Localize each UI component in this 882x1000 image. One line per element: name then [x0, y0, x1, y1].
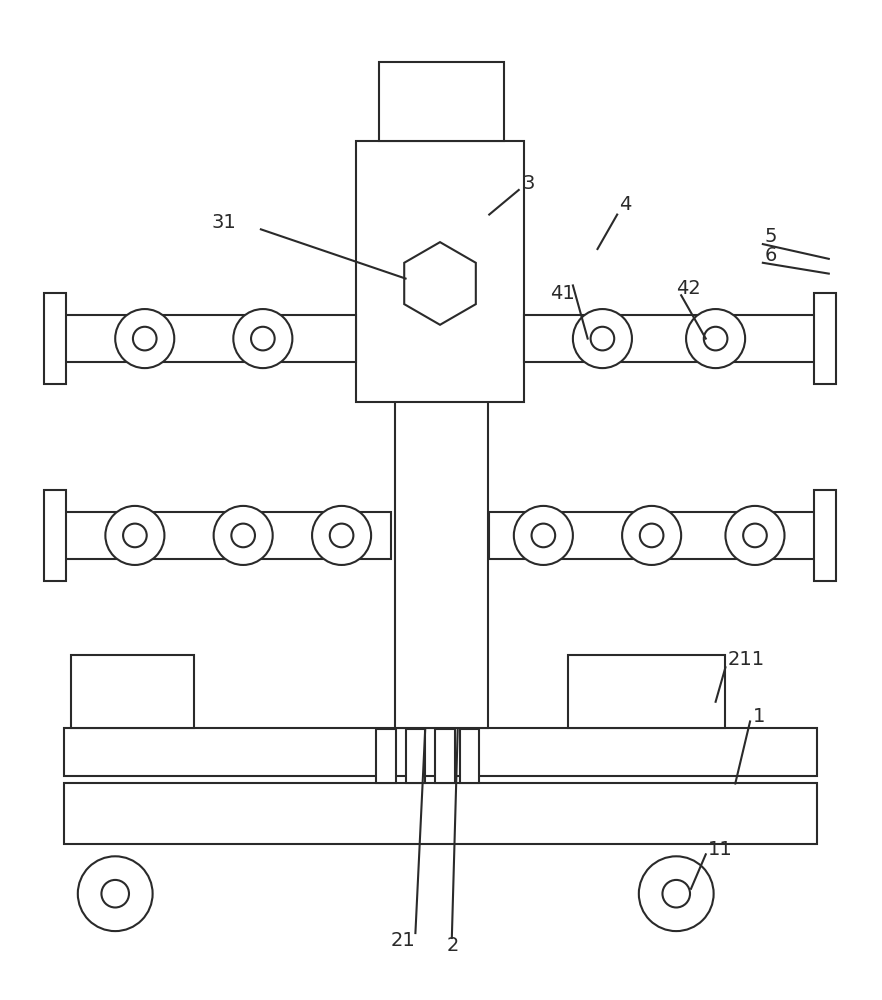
Circle shape [532, 524, 555, 547]
Bar [64, 728, 817, 776]
Bar [61, 512, 391, 559]
Circle shape [639, 524, 663, 547]
Bar [356, 141, 524, 402]
Circle shape [330, 524, 354, 547]
Text: 21: 21 [391, 931, 415, 950]
Bar [814, 490, 835, 581]
Circle shape [704, 327, 728, 350]
Circle shape [591, 327, 614, 350]
Circle shape [622, 506, 681, 565]
Text: 4: 4 [619, 195, 632, 214]
Bar [379, 62, 504, 141]
Bar [395, 315, 489, 728]
Circle shape [234, 309, 292, 368]
Bar [44, 490, 66, 581]
Text: 1: 1 [753, 707, 766, 726]
Circle shape [514, 506, 573, 565]
Circle shape [726, 506, 784, 565]
Text: 211: 211 [728, 650, 765, 669]
Bar [44, 293, 66, 384]
Circle shape [686, 309, 745, 368]
Circle shape [101, 880, 129, 907]
Bar [490, 512, 819, 559]
Circle shape [78, 856, 153, 931]
Bar [460, 729, 480, 783]
Text: 11: 11 [707, 840, 732, 859]
Bar [64, 783, 817, 844]
Circle shape [123, 524, 146, 547]
Circle shape [573, 309, 632, 368]
Text: 2: 2 [447, 936, 460, 955]
Circle shape [251, 327, 274, 350]
Text: 31: 31 [212, 213, 236, 232]
Text: 3: 3 [523, 174, 535, 193]
Circle shape [639, 856, 714, 931]
Polygon shape [404, 242, 475, 325]
Text: 41: 41 [550, 284, 575, 303]
Circle shape [213, 506, 273, 565]
Bar [435, 729, 455, 783]
Text: 5: 5 [765, 227, 777, 246]
Bar [814, 293, 835, 384]
Circle shape [105, 506, 164, 565]
Circle shape [744, 524, 766, 547]
Text: 42: 42 [676, 279, 701, 298]
Bar [406, 729, 425, 783]
Bar [61, 315, 356, 362]
Circle shape [133, 327, 156, 350]
Bar [71, 655, 194, 728]
Circle shape [231, 524, 255, 547]
Circle shape [116, 309, 175, 368]
Bar [568, 655, 726, 728]
Circle shape [662, 880, 690, 907]
Bar [524, 315, 819, 362]
Bar [376, 729, 396, 783]
Text: 6: 6 [765, 246, 777, 265]
Circle shape [312, 506, 371, 565]
